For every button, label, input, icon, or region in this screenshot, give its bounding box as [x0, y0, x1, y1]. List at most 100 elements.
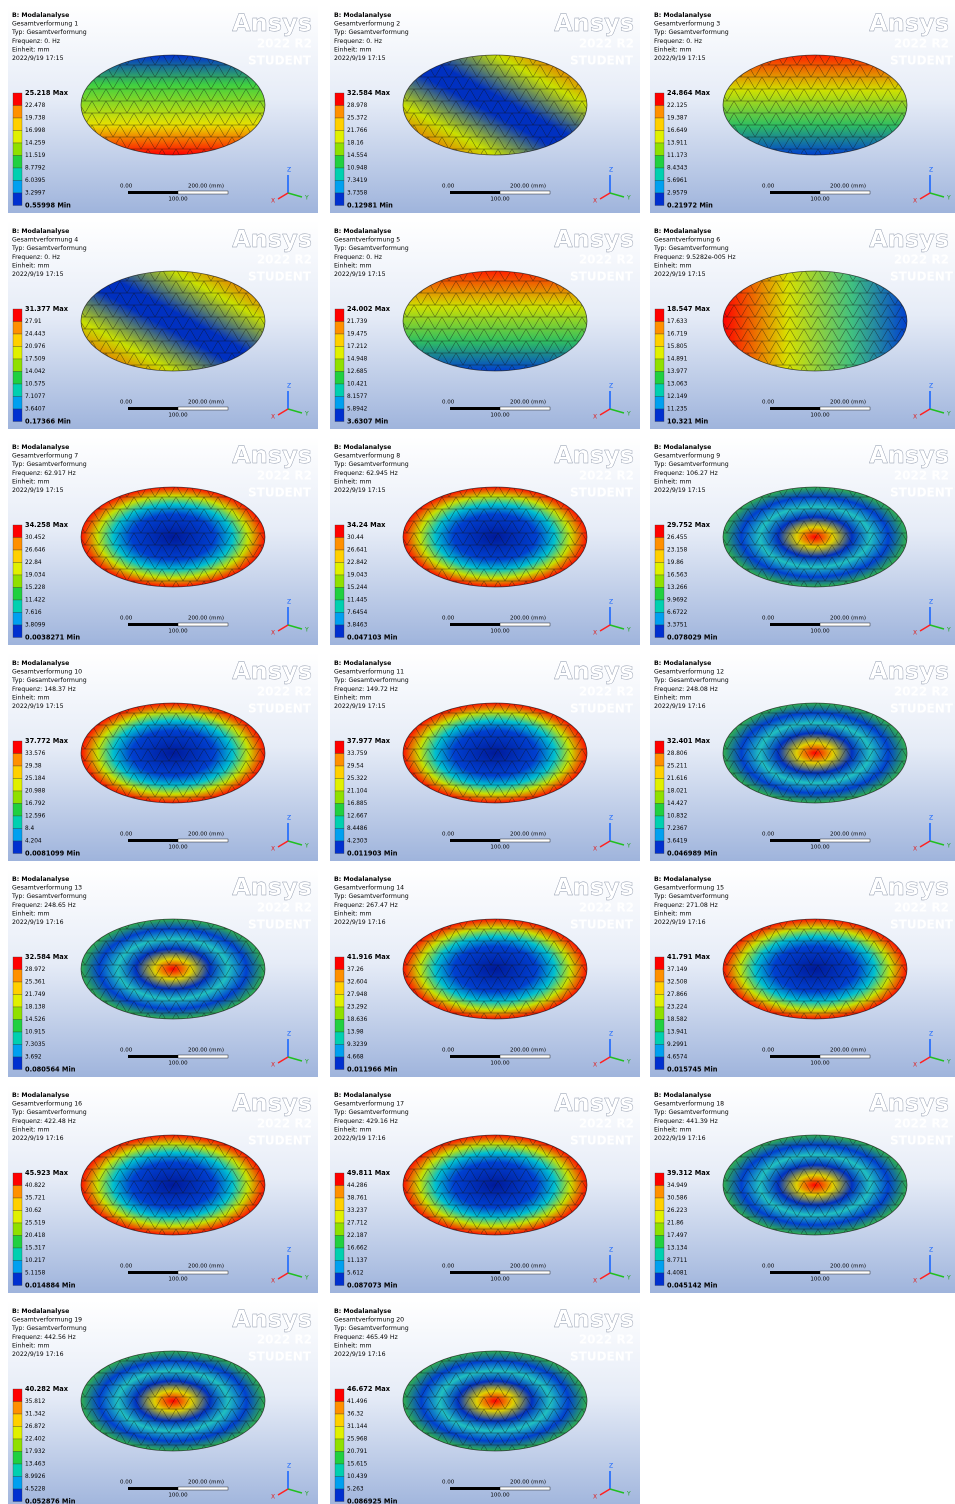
scale-end: 200.00 (mm): [830, 1264, 866, 1270]
scale-mid: 100.00: [168, 845, 188, 851]
legend-label: 26.641: [347, 548, 368, 554]
student: STUDENT: [248, 702, 312, 716]
legend-extreme-label: 32.584 Max: [25, 953, 69, 961]
legend-swatch: [335, 156, 344, 169]
header-frequency: Frequenz: 9.5282e-005 Hz: [654, 254, 736, 261]
version: 2022 R2: [257, 1333, 312, 1347]
legend-swatch: [13, 1173, 22, 1186]
mesh-overlay: [81, 703, 265, 803]
legend-extreme-label: 37.772 Max: [25, 737, 69, 745]
header-type: Typ: Gesamtverformung: [653, 677, 729, 684]
header-frequency: Frequenz: 465.49 Hz: [334, 1334, 398, 1341]
scale-mid: 100.00: [810, 629, 830, 635]
legend-extreme-label: 45.923 Max: [25, 1169, 69, 1177]
ansys-logo: Ansys: [869, 225, 949, 253]
page: B: ModalanalyseGesamtverformung 1Typ: Ge…: [0, 0, 955, 1504]
triad-x-label: X: [271, 1278, 275, 1285]
legend-extreme-label: 0.087073 Min: [347, 1282, 398, 1290]
triad-z-label: Z: [287, 599, 291, 606]
legend-label: 20.988: [25, 789, 46, 795]
legend-swatch: [335, 1186, 344, 1199]
legend-label: 8.4343: [667, 166, 688, 172]
legend-extreme-label: 24.002 Max: [347, 305, 391, 313]
scale-bar-dark: [770, 1055, 820, 1058]
legend-swatch: [335, 1261, 344, 1274]
legend-label: 21.749: [25, 992, 46, 998]
legend-swatch: [335, 131, 344, 144]
scale-bar-light: [820, 839, 870, 842]
legend-swatch: [655, 995, 664, 1008]
scale-mid: 100.00: [168, 413, 188, 419]
legend-label: 36.32: [347, 1412, 364, 1418]
mesh-overlay: [81, 1135, 265, 1235]
header-type: Typ: Gesamtverformung: [333, 461, 409, 468]
legend-label: 13.134: [667, 1246, 688, 1252]
header-analysis: B: Modalanalyse: [12, 1308, 69, 1315]
header-unit: Einheit: mm: [334, 1126, 372, 1133]
triad-z-label: Z: [287, 383, 291, 390]
triad-z-label: Z: [609, 1247, 613, 1254]
scale-end: 200.00 (mm): [510, 1480, 546, 1486]
version: 2022 R2: [894, 253, 949, 267]
mesh-overlay: [723, 271, 907, 371]
legend-swatch: [655, 181, 664, 194]
legend-label: 5.8942: [347, 407, 368, 413]
scale-bar-light: [500, 1487, 550, 1490]
scale-start: 0.00: [120, 1048, 133, 1054]
header-name: Gesamtverformung 6: [654, 237, 720, 244]
result-panel: B: ModalanalyseGesamtverformung 10Typ: G…: [8, 653, 318, 861]
scale-bar-light: [500, 623, 550, 626]
legend-label: 23.224: [667, 1005, 688, 1011]
panel-grid: B: ModalanalyseGesamtverformung 1Typ: Ge…: [0, 0, 955, 1504]
legend-label: 37.26: [347, 967, 364, 973]
legend-swatch: [655, 106, 664, 119]
mesh-overlay: [403, 55, 587, 155]
legend-label: 35.721: [25, 1196, 46, 1202]
triad-z-label: Z: [609, 383, 613, 390]
legend-label: 16.649: [667, 128, 688, 134]
legend-swatch: [13, 1427, 22, 1440]
legend-label: 3.8099: [25, 623, 46, 629]
scale-bar-dark: [770, 1271, 820, 1274]
legend-label: 23.158: [667, 548, 688, 554]
header-type: Typ: Gesamtverformung: [11, 29, 87, 36]
scale-start: 0.00: [120, 616, 133, 622]
legend-label: 26.872: [25, 1424, 46, 1430]
student: STUDENT: [570, 270, 634, 284]
header-type: Typ: Gesamtverformung: [653, 245, 729, 252]
result-panel: B: ModalanalyseGesamtverformung 3Typ: Ge…: [650, 5, 955, 213]
legend-label: 8.4: [25, 826, 35, 832]
mesh-overlay: [403, 1135, 587, 1235]
legend-swatch: [13, 1057, 22, 1070]
legend-swatch: [13, 1414, 22, 1427]
triad-y-label: Y: [946, 843, 951, 850]
legend-label: 25.372: [347, 116, 368, 122]
ansys-logo: Ansys: [232, 1089, 312, 1117]
student: STUDENT: [248, 1134, 312, 1148]
result-panel: B: ModalanalyseGesamtverformung 11Typ: G…: [330, 653, 640, 861]
triad-x-label: X: [913, 1062, 917, 1069]
scale-mid: 100.00: [490, 413, 510, 419]
legend-label: 27.91: [25, 319, 42, 325]
header-name: Gesamtverformung 16: [12, 1101, 82, 1108]
scale-end: 200.00 (mm): [188, 184, 224, 190]
legend-label: 10.439: [347, 1474, 368, 1480]
legend-label: 34.949: [667, 1183, 688, 1189]
triad-x-label: X: [271, 630, 275, 637]
legend-swatch: [335, 1211, 344, 1224]
legend-extreme-label: 18.547 Max: [667, 305, 711, 313]
legend-label: 11.137: [347, 1258, 368, 1264]
legend-label: 12.596: [25, 814, 46, 820]
result-panel: B: ModalanalyseGesamtverformung 5Typ: Ge…: [330, 221, 640, 429]
legend-swatch: [335, 804, 344, 817]
header-type: Typ: Gesamtverformung: [333, 677, 409, 684]
scale-start: 0.00: [442, 400, 455, 406]
ansys-logo: Ansys: [232, 225, 312, 253]
result-panel: B: ModalanalyseGesamtverformung 19Typ: G…: [8, 1301, 318, 1504]
triad-y-label: Y: [304, 1059, 309, 1066]
legend-swatch: [655, 1173, 664, 1186]
legend-swatch: [335, 359, 344, 372]
version: 2022 R2: [579, 1333, 634, 1347]
legend-swatch: [13, 970, 22, 983]
